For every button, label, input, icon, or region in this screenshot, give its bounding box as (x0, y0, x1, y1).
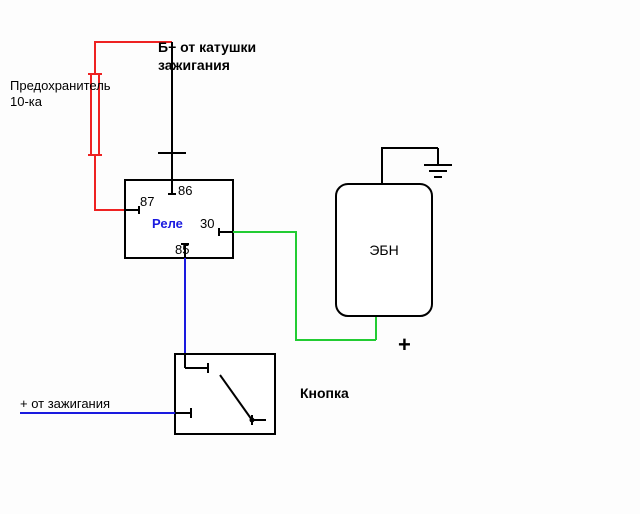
pin-30-label: 30 (200, 216, 214, 231)
fuse-label-1: Предохранитель (10, 78, 111, 93)
from-ignition-label: + от зажигания (20, 396, 110, 411)
button-box (175, 354, 275, 434)
ebn-label: ЭБН (369, 242, 398, 258)
coil-label-2: зажигания (158, 57, 230, 73)
wire-fuse-to-87 (95, 155, 125, 210)
pin-87-label: 87 (140, 194, 154, 209)
pin-85-label: 85 (175, 242, 189, 257)
plus-label: + (398, 332, 411, 357)
coil-label-1: Б+ от катушки (158, 39, 256, 55)
button-label: Кнопка (300, 385, 349, 401)
wiring-diagram: 86 87 30 85 Реле ЭБН + Предохранитель10-ка Б+ от… (0, 0, 640, 514)
pin-86-label: 86 (178, 183, 192, 198)
relay-label: Реле (152, 216, 183, 231)
fuse-label-2: 10-ка (10, 94, 43, 109)
